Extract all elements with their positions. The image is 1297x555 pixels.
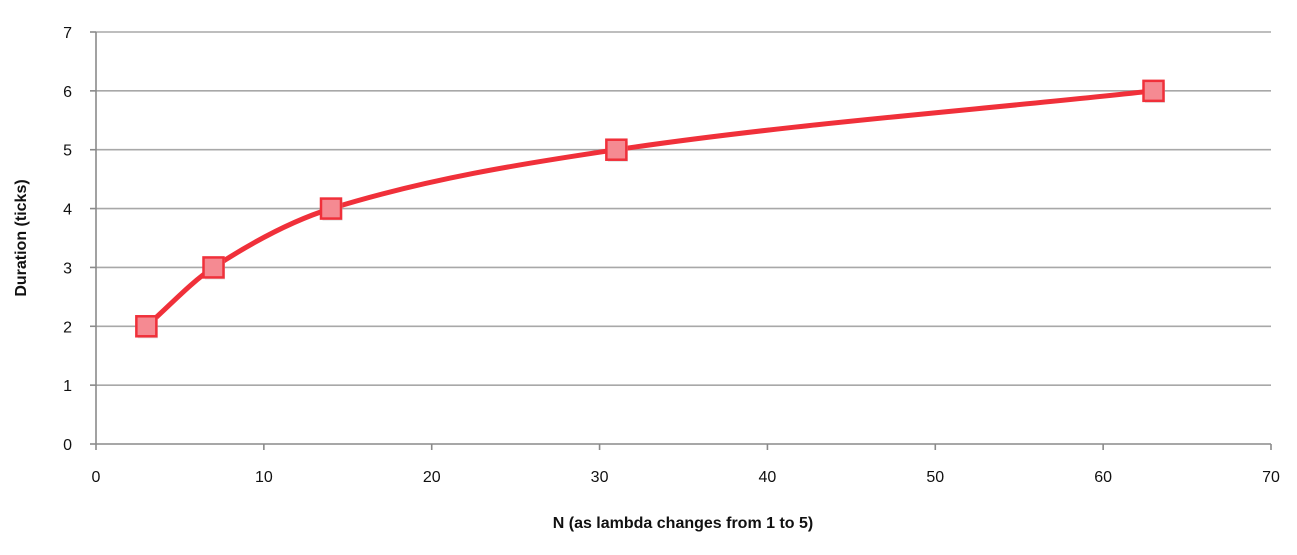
- data-point-4: [1142, 79, 1165, 103]
- y-tick-label-7: 7: [63, 25, 72, 42]
- x-tick-label-30: 30: [591, 469, 609, 486]
- y-axis-title: Duration (ticks): [13, 179, 30, 296]
- x-axis-title: N (as lambda changes from 1 to 5): [553, 515, 814, 532]
- x-tick-label-40: 40: [759, 469, 777, 486]
- x-tick-label-0: 0: [92, 469, 101, 486]
- data-point-3: [605, 138, 628, 161]
- x-tick-label-70: 70: [1262, 469, 1280, 486]
- data-point-2: [319, 197, 343, 220]
- grid-lines: [96, 31, 1271, 386]
- y-tick-label-5: 5: [63, 143, 72, 160]
- data-point-1: [202, 256, 225, 279]
- x-tick-label-10: 10: [255, 469, 273, 486]
- axes: [90, 31, 1272, 450]
- y-tick-label-0: 0: [63, 437, 72, 454]
- y-tick-label-6: 6: [63, 84, 72, 101]
- data-markers: [135, 79, 1165, 339]
- y-tick-label-2: 2: [63, 319, 72, 336]
- y-tick-label-3: 3: [63, 260, 72, 277]
- x-tick-label-20: 20: [423, 469, 441, 486]
- x-tick-label-50: 50: [926, 469, 944, 486]
- data-point-0: [135, 315, 158, 338]
- y-tick-label-1: 1: [63, 378, 72, 395]
- x-tick-label-60: 60: [1094, 469, 1112, 486]
- y-tick-label-4: 4: [63, 202, 72, 219]
